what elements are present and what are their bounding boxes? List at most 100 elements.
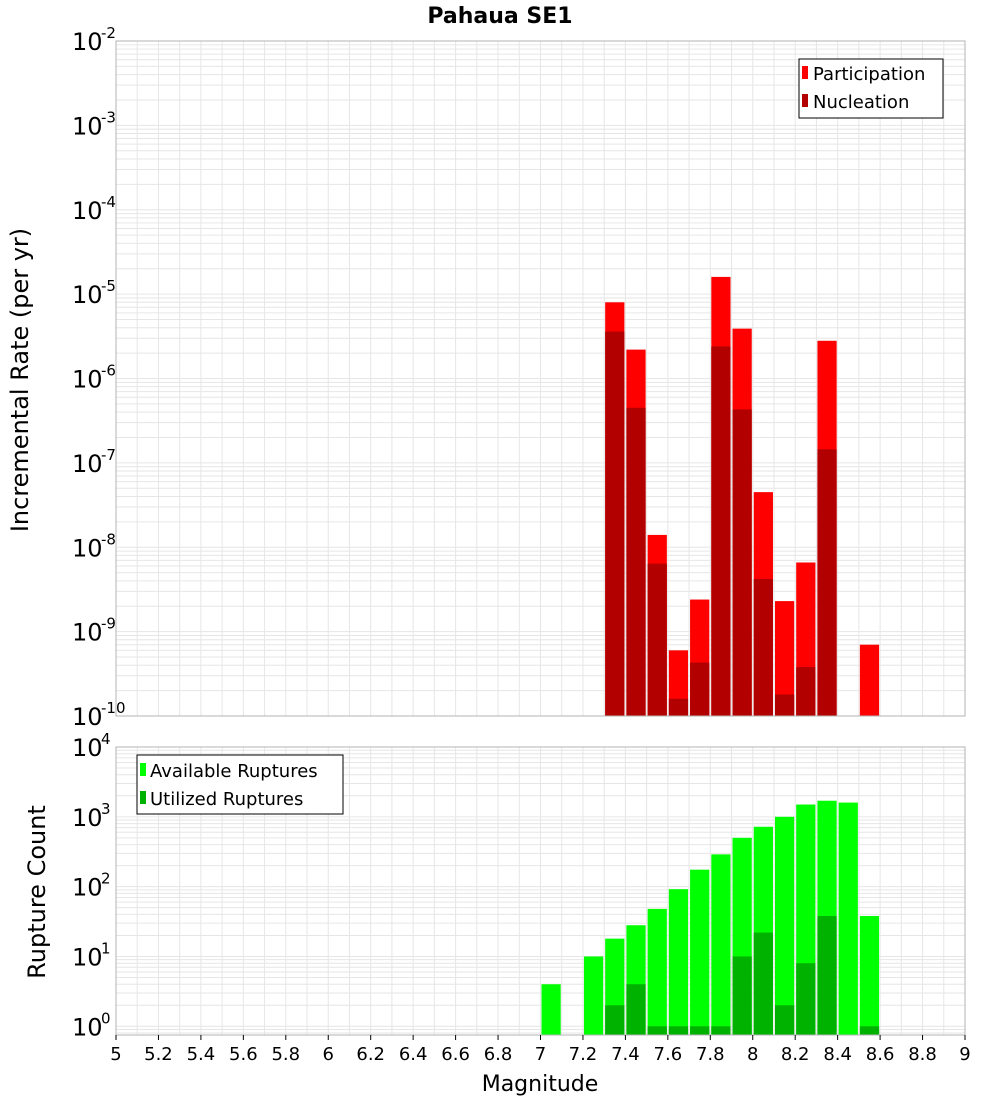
x-tick-label: 8.6 (866, 1044, 895, 1065)
rate-y-tick-exponent: -8 (101, 530, 116, 548)
nucleation-legend-swatch (802, 94, 808, 107)
x-tick-label: 8.8 (908, 1044, 937, 1065)
participation-legend-label: Participation (813, 64, 925, 85)
x-tick-label: 6.4 (399, 1044, 428, 1065)
rate-bar-nucleation (753, 579, 773, 716)
count-plot-y-label: Rupture Count (23, 805, 51, 979)
rate-plot-frame (115, 40, 966, 717)
x-tick-label: 8 (747, 1044, 758, 1065)
count-bar-utilized-ruptures (647, 1026, 667, 1035)
rate-y-tick-label: 10 (72, 450, 103, 478)
x-tick-label: 7.2 (569, 1044, 598, 1065)
x-tick-label: 6.6 (441, 1044, 470, 1065)
rate-y-tick-exponent: -3 (101, 108, 116, 126)
rate-y-tick-exponent: -4 (101, 193, 116, 211)
count-bar-available-ruptures (668, 889, 689, 1035)
count-y-tick-label: 10 (72, 804, 103, 832)
x-tick-label: 5.4 (187, 1044, 216, 1065)
rate-bar-nucleation (817, 449, 837, 716)
x-tick-label: 5 (110, 1044, 121, 1065)
x-tick-label: 7.6 (654, 1044, 683, 1065)
chart-title: Pahaua SE1 (427, 4, 572, 29)
nucleation-legend-label: Nucleation (813, 92, 909, 113)
x-tick-label: 7.8 (696, 1044, 725, 1065)
count-y-tick-exponent: 4 (101, 730, 111, 748)
rate-y-tick-label: 10 (72, 112, 103, 140)
rate-y-tick-exponent: -6 (101, 362, 116, 380)
count-y-tick-exponent: 1 (101, 939, 111, 957)
rate-bar-nucleation (732, 409, 752, 716)
count-bar-utilized-ruptures (774, 1005, 795, 1035)
rate-y-tick-label: 10 (72, 281, 103, 309)
rate-bar-nucleation (690, 662, 710, 716)
count-bar-utilized-ruptures (711, 1026, 731, 1035)
count-y-tick-label: 10 (72, 943, 103, 971)
available-legend-label: Available Ruptures (150, 761, 318, 782)
x-tick-label: 7 (535, 1044, 546, 1065)
rate-bar-nucleation (796, 667, 816, 716)
x-axis-ticks: 5 5.2 5.4 5.6 5.8 6 6.2 6.4 6.6 6.8 7 7.2 7.4 7.6 7.8 8… (110, 1035, 971, 1065)
rate-plot-grid (115, 41, 966, 717)
count-bar-available-ruptures (859, 915, 880, 1035)
rate-bar-participation (859, 644, 880, 716)
x-tick-label: 8.2 (781, 1044, 810, 1065)
rate-y-tick-exponent: -5 (101, 277, 116, 295)
rate-y-tick-label: 10 (72, 197, 103, 225)
x-tick-label: 5.6 (229, 1044, 258, 1065)
count-bar-available-ruptures (541, 984, 561, 1035)
count-bar-utilized-ruptures (605, 1005, 625, 1035)
count-y-tick-label: 10 (72, 874, 103, 902)
count-bar-utilized-ruptures (690, 1026, 710, 1035)
count-bar-available-ruptures (711, 854, 731, 1035)
rate-y-tick-label: 10 (72, 28, 103, 56)
rate-plot-legend: Participation Nucleation (798, 58, 944, 119)
rate-plot-y-ticks: 10-210-310-410-510-610-710-810-910-10 (72, 24, 126, 731)
x-tick-label: 6.2 (356, 1044, 385, 1065)
count-plot-bars (541, 800, 880, 1035)
x-tick-label: 5.8 (271, 1044, 300, 1065)
rate-plot-bars (605, 276, 880, 716)
rate-bar-nucleation (647, 563, 667, 716)
legend-box (798, 58, 944, 119)
count-bar-utilized-ruptures (859, 1026, 880, 1035)
count-y-tick-exponent: 0 (101, 1009, 111, 1027)
count-bar-utilized-ruptures (626, 984, 646, 1035)
count-bar-utilized-ruptures (817, 915, 837, 1035)
rate-y-tick-exponent: -2 (101, 24, 116, 42)
rate-bar-nucleation (668, 698, 689, 716)
utilized-legend-label: Utilized Ruptures (150, 789, 303, 810)
x-tick-label: 7.4 (611, 1044, 640, 1065)
count-bar-utilized-ruptures (753, 932, 773, 1035)
x-axis-label: Magnitude (482, 1072, 599, 1097)
count-bar-utilized-ruptures (732, 956, 752, 1035)
count-bar-utilized-ruptures (668, 1026, 689, 1035)
rate-y-tick-exponent: -9 (101, 615, 116, 633)
count-y-tick-exponent: 3 (101, 800, 111, 818)
rate-y-tick-label: 10 (72, 534, 103, 562)
count-y-tick-label: 10 (72, 1013, 103, 1041)
rate-bar-nucleation (626, 407, 646, 716)
rate-bar-nucleation (605, 331, 625, 716)
count-y-tick-exponent: 2 (101, 870, 111, 888)
rate-bar-nucleation (711, 346, 731, 716)
legend-box (136, 754, 344, 815)
count-bar-available-ruptures (774, 816, 795, 1035)
count-bar-available-ruptures (583, 956, 604, 1035)
participation-legend-swatch (802, 66, 808, 79)
rate-y-tick-label: 10 (72, 366, 103, 394)
rate-y-tick-label: 10 (72, 619, 103, 647)
count-bar-available-ruptures (647, 908, 667, 1035)
rate-bar-nucleation (774, 694, 795, 716)
count-y-tick-label: 10 (72, 734, 103, 762)
x-tick-label: 9 (959, 1044, 970, 1065)
utilized-legend-swatch (140, 791, 146, 804)
count-bar-available-ruptures (690, 869, 710, 1035)
x-tick-label: 6.8 (484, 1044, 513, 1065)
rate-y-tick-label: 10 (72, 703, 103, 731)
count-bar-utilized-ruptures (796, 963, 816, 1035)
rate-bar-participation (774, 601, 795, 716)
available-legend-swatch (140, 763, 146, 776)
x-tick-label: 5.2 (144, 1044, 173, 1065)
